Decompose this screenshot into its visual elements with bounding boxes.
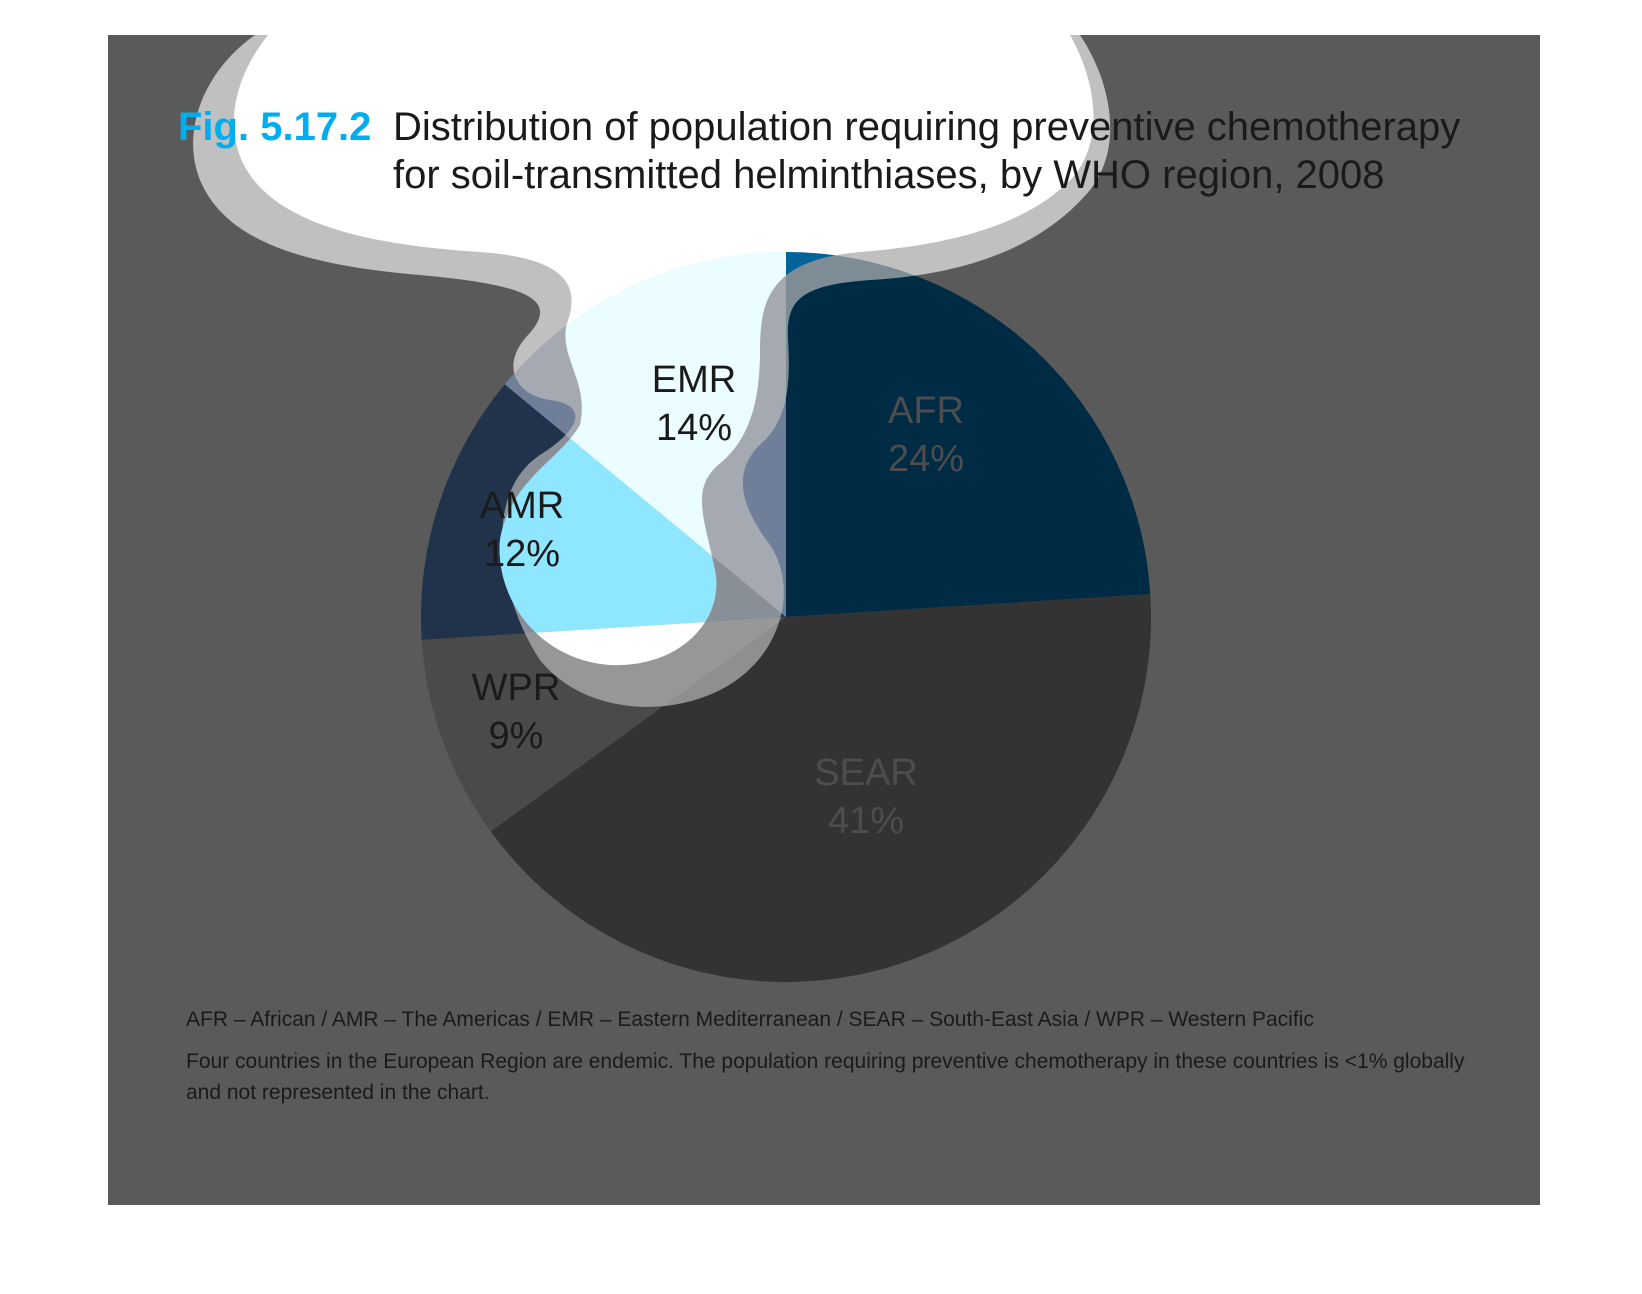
pie-slice-afr: [786, 252, 1151, 617]
figure-number: Fig. 5.17.2: [178, 105, 371, 149]
footnote-line-2: and not represented in the chart.: [186, 1081, 490, 1104]
slice-percent-sear: 41%: [828, 800, 904, 842]
slice-label-wpr: WPR: [472, 667, 561, 709]
region-legend-note: AFR – African / AMR – The Americas / EMR…: [186, 1008, 1314, 1031]
slice-labels: AFR 24% SEAR 41% WPR 9% AMR 12% EMR 14%: [472, 359, 964, 842]
slice-percent-emr: 14%: [656, 407, 732, 449]
slice-percent-afr: 24%: [888, 438, 964, 480]
figure-title-line-2: for soil-transmitted helminthiases, by W…: [393, 153, 1385, 197]
slice-percent-amr: 12%: [484, 533, 560, 575]
figure-title-line-1: Distribution of population requiring pre…: [393, 105, 1460, 149]
slice-percent-wpr: 9%: [489, 715, 544, 757]
slice-label-sear: SEAR: [814, 752, 917, 794]
slice-label-afr: AFR: [888, 390, 964, 432]
pie-slice-sear: [490, 594, 1152, 982]
footnote-line-1: Four countries in the European Region ar…: [186, 1050, 1465, 1073]
slice-label-amr: AMR: [480, 485, 564, 527]
slice-label-emr: EMR: [652, 359, 736, 401]
